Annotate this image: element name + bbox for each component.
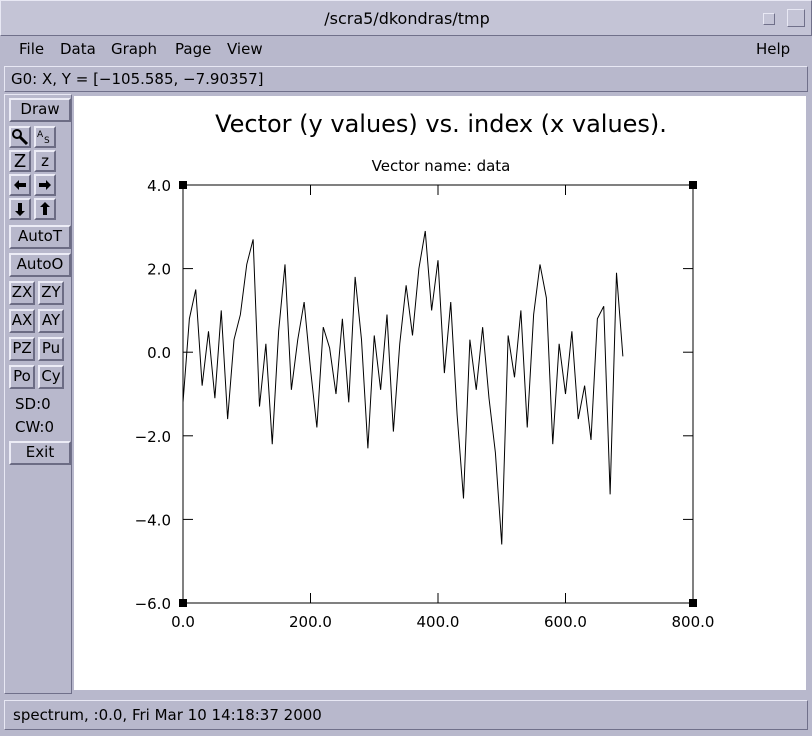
- window-title: /scra5/dkondras/tmp: [324, 9, 490, 28]
- as-icon: AS: [37, 130, 50, 146]
- tool-button[interactable]: AY: [38, 309, 64, 333]
- tool-button[interactable]: Z: [9, 150, 31, 172]
- cw-label: CW:0: [15, 418, 55, 436]
- maximize-button[interactable]: [787, 9, 805, 27]
- tool-button[interactable]: ZY: [38, 281, 64, 305]
- tool-button[interactable]: AutoT: [9, 225, 71, 249]
- tool-button[interactable]: Pu: [38, 337, 64, 361]
- menu-item[interactable]: File: [19, 40, 45, 58]
- magnifier-icon: [12, 129, 29, 146]
- y-tick-label: −2.0: [135, 428, 171, 446]
- menu-item[interactable]: Graph: [111, 40, 158, 58]
- chart-subtitle: Vector name: data: [372, 157, 511, 175]
- tool-button[interactable]: AutoO: [9, 253, 71, 277]
- footer-status: spectrum, :0.0, Fri Mar 10 14:18:37 2000: [13, 706, 322, 724]
- coords-bar: G0: X, Y = [−105.585, −7.90357]: [4, 66, 808, 92]
- tool-button[interactable]: Cy: [38, 365, 64, 389]
- plot-area: Vector (y values) vs. index (x values). …: [74, 96, 806, 690]
- right-arrow-button[interactable]: [34, 174, 56, 196]
- data-line: [182, 230, 624, 545]
- footer-bar: spectrum, :0.0, Fri Mar 10 14:18:37 2000: [4, 700, 808, 730]
- tool-button[interactable]: Po: [9, 365, 35, 389]
- svg-text:A: A: [37, 130, 44, 140]
- tool-button[interactable]: AX: [9, 309, 35, 333]
- x-tick-label: 800.0: [672, 613, 715, 631]
- arrow-icon: [40, 202, 50, 215]
- arrow-icon: [15, 203, 25, 216]
- tool-button[interactable]: z: [34, 150, 56, 172]
- y-tick-label: 4.0: [147, 177, 171, 195]
- chart: Vector (y values) vs. index (x values). …: [135, 110, 715, 631]
- coords-text: G0: X, Y = [−105.585, −7.90357]: [11, 70, 264, 88]
- y-tick-label: 2.0: [147, 261, 171, 279]
- arrow-icon: [14, 180, 26, 190]
- y-tick-label: 0.0: [147, 344, 171, 362]
- menu-item[interactable]: Page: [175, 40, 212, 58]
- x-tick-label: 0.0: [171, 613, 195, 631]
- menu-bar: File Data Graph Page View Help: [0, 36, 812, 64]
- x-tick-label: 200.0: [289, 613, 332, 631]
- tool-button[interactable]: ZX: [9, 281, 35, 305]
- minimize-button[interactable]: [763, 13, 775, 25]
- x-tick-label: 600.0: [544, 613, 587, 631]
- tool-button[interactable]: Exit: [9, 441, 71, 465]
- tool-button[interactable]: PZ: [9, 337, 35, 361]
- left-arrow-button[interactable]: [9, 174, 31, 196]
- x-tick-label: 400.0: [417, 613, 460, 631]
- down-arrow-button[interactable]: [9, 198, 31, 220]
- zoom-icon-button[interactable]: [9, 126, 31, 148]
- y-tick-label: −6.0: [135, 595, 171, 613]
- title-bar: /scra5/dkondras/tmp: [0, 0, 812, 36]
- menu-item[interactable]: Data: [60, 40, 96, 58]
- tool-button[interactable]: Draw: [9, 98, 71, 122]
- svg-text:S: S: [44, 136, 50, 146]
- sd-label: SD:0: [15, 395, 51, 413]
- menu-help[interactable]: Help: [756, 40, 791, 58]
- menu-item[interactable]: View: [227, 40, 263, 58]
- y-tick-label: −4.0: [135, 511, 171, 529]
- up-arrow-button[interactable]: [34, 198, 56, 220]
- chart-title: Vector (y values) vs. index (x values).: [215, 110, 667, 138]
- arrow-icon: [39, 180, 51, 190]
